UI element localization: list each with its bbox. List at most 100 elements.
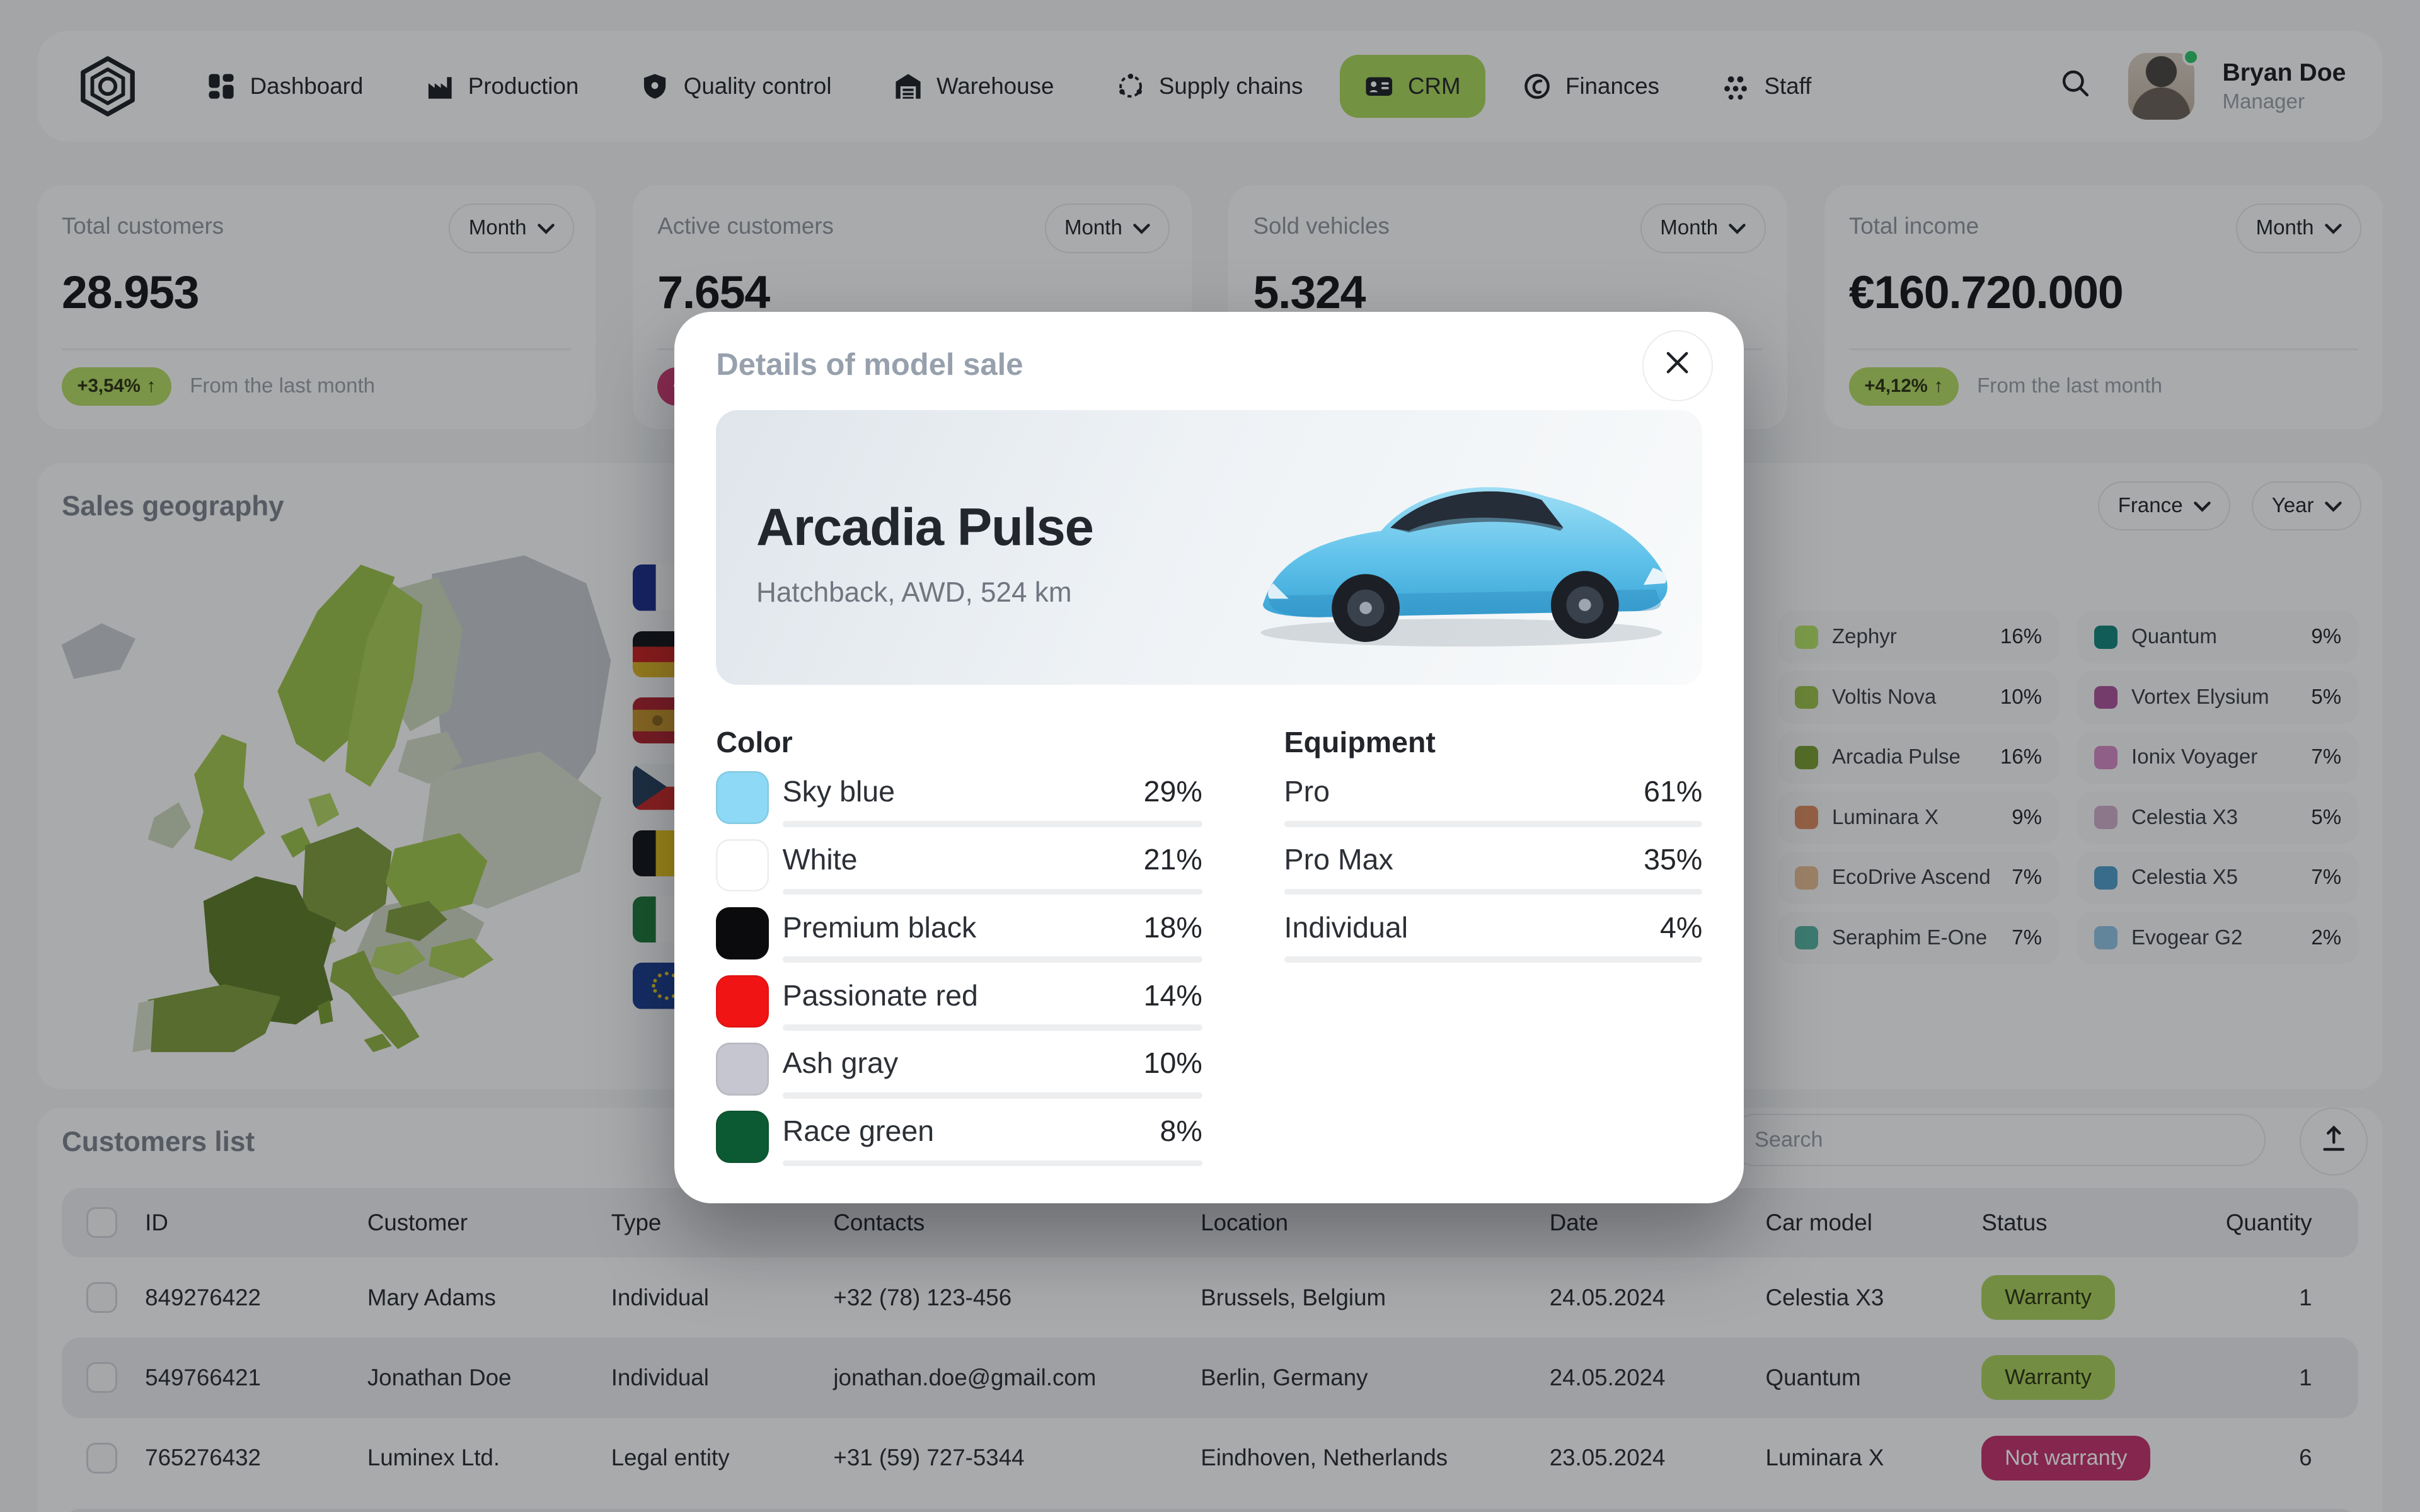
nav-item-warehouse[interactable]: Warehouse xyxy=(868,55,1078,118)
col-header-quantity[interactable]: Quantity xyxy=(2225,1209,2312,1235)
color-distribution-list: Sky blue 29% White 21% Premium black 18%… xyxy=(716,769,1202,1176)
color-swatch xyxy=(716,839,769,892)
nav-item-supply-chains[interactable]: Supply chains xyxy=(1091,55,1328,118)
stat-note: From the last month xyxy=(190,374,376,398)
legend-swatch xyxy=(1795,806,1818,830)
legend-item[interactable]: Quantum 9% xyxy=(2077,610,2359,664)
color-row: Premium black 18% xyxy=(716,904,1202,972)
nav-item-quality-control[interactable]: Quality control xyxy=(616,55,856,118)
model-share-legend: Zephyr 16% Quantum 9% Voltis Nova 10% Vorte… xyxy=(1778,610,2359,965)
color-swatch xyxy=(716,907,769,960)
nav-label: Finances xyxy=(1565,73,1660,100)
col-header-customer[interactable]: Customer xyxy=(367,1209,468,1235)
status-badge: Not warranty xyxy=(1981,1435,2151,1480)
nav-label: Dashboard xyxy=(250,73,364,100)
legend-swatch xyxy=(2094,685,2118,709)
status-badge: Warranty xyxy=(1981,1275,2115,1320)
period-dropdown[interactable]: Month xyxy=(1044,203,1170,253)
chevron-down-icon xyxy=(537,216,555,240)
supply-chain-icon xyxy=(1115,72,1145,101)
warehouse-icon xyxy=(893,72,923,101)
period-dropdown[interactable]: Month xyxy=(449,203,574,253)
row-checkbox[interactable] xyxy=(86,1282,118,1314)
nav-item-dashboard[interactable]: Dashboard xyxy=(182,55,388,118)
table-row[interactable]: 765276432 Luminex Ltd. Legal entity +31 … xyxy=(62,1418,2358,1498)
stat-title: Sold vehicles xyxy=(1253,212,1390,239)
divider xyxy=(61,348,572,350)
legend-item[interactable]: Vortex Elysium 5% xyxy=(2077,671,2359,724)
stat-value: 7.654 xyxy=(657,266,770,319)
europe-sales-map[interactable] xyxy=(46,543,620,1065)
user-role: Manager xyxy=(2222,89,2305,113)
close-icon xyxy=(1665,350,1690,381)
table-row[interactable]: 549766421 Jonathan Doe Individual jonath… xyxy=(61,1337,2359,1418)
legend-item[interactable]: Ionix Voyager 7% xyxy=(2077,731,2359,784)
user-avatar[interactable] xyxy=(2128,49,2199,120)
legend-item[interactable]: Celestia X5 7% xyxy=(2077,851,2359,904)
modal-close-button[interactable] xyxy=(1642,330,1714,401)
flag-spain[interactable] xyxy=(633,697,701,744)
chevron-down-icon xyxy=(1729,216,1746,240)
shield-icon xyxy=(640,72,670,101)
crm-card-icon xyxy=(1364,72,1394,101)
legend-item[interactable]: Seraphim E-One 7% xyxy=(1778,912,2059,965)
col-header-location[interactable]: Location xyxy=(1201,1209,1289,1235)
customers-table: ID Customer Type Contacts Location Date … xyxy=(61,1188,2359,1498)
nav-item-staff[interactable]: Staff xyxy=(1697,55,1836,118)
export-icon xyxy=(2319,1124,2349,1160)
export-button[interactable] xyxy=(2299,1108,2368,1176)
stat-title: Active customers xyxy=(657,212,834,239)
customers-list-card: Customers list ID Customer Type Contacts… xyxy=(37,1108,2383,1512)
color-row: Ash gray 10% xyxy=(716,1040,1202,1108)
legend-item[interactable]: Celestia X3 5% xyxy=(2077,791,2359,844)
nav-item-production[interactable]: Production xyxy=(400,55,603,118)
online-status-dot xyxy=(2182,49,2199,66)
stat-card-total-customers: Total customers Month 28.953 +3,54% ↑ Fro… xyxy=(37,185,596,429)
country-filter-dropdown[interactable]: France xyxy=(2098,481,2231,531)
legend-swatch xyxy=(2094,866,2118,890)
brand-logo-icon[interactable] xyxy=(74,52,142,120)
equipment-row: Individual 4% xyxy=(1284,904,1703,972)
progress-bar xyxy=(1284,956,1703,963)
legend-item[interactable]: Voltis Nova 10% xyxy=(1778,671,2059,724)
col-header-contacts[interactable]: Contacts xyxy=(833,1209,925,1235)
col-header-id[interactable]: ID xyxy=(145,1209,168,1235)
row-checkbox[interactable] xyxy=(86,1362,118,1394)
row-checkbox[interactable] xyxy=(86,1442,118,1474)
nav-item-finances[interactable]: Finances xyxy=(1497,55,1684,118)
period-filter-dropdown[interactable]: Year xyxy=(2252,481,2361,531)
progress-bar xyxy=(782,956,1202,963)
stat-title: Total customers xyxy=(61,212,224,239)
col-header-status[interactable]: Status xyxy=(1981,1209,2048,1235)
period-dropdown[interactable]: Month xyxy=(1640,203,1766,253)
status-badge: Warranty xyxy=(1981,1355,2115,1400)
col-header-date[interactable]: Date xyxy=(1549,1209,1599,1235)
color-swatch xyxy=(716,771,769,824)
legend-item[interactable]: Zephyr 16% xyxy=(1778,610,2059,664)
legend-swatch xyxy=(1795,626,1818,649)
color-row: Race green 8% xyxy=(716,1108,1202,1176)
legend-item[interactable]: Arcadia Pulse 16% xyxy=(1778,731,2059,784)
select-all-checkbox[interactable] xyxy=(86,1207,118,1239)
user-meta[interactable]: Bryan Doe Manager xyxy=(2223,58,2346,115)
legend-item[interactable]: EcoDrive Ascend 7% xyxy=(1778,851,2059,904)
color-swatch xyxy=(716,1111,769,1164)
chevron-down-icon xyxy=(2324,216,2342,240)
legend-swatch xyxy=(2094,746,2118,769)
legend-swatch xyxy=(2094,806,2118,830)
col-header-type[interactable]: Type xyxy=(611,1209,662,1235)
period-dropdown[interactable]: Month xyxy=(2236,203,2361,253)
nav-label: Staff xyxy=(1764,73,1812,100)
search-button[interactable] xyxy=(2045,55,2107,117)
table-row[interactable]: 849276422 Mary Adams Individual +32 (78)… xyxy=(62,1257,2358,1337)
legend-swatch xyxy=(1795,685,1818,709)
modal-title: Details of model sale xyxy=(716,348,1023,382)
car-specs: Hatchback, AWD, 524 km xyxy=(756,576,1072,608)
col-header-car-model[interactable]: Car model xyxy=(1765,1209,1872,1235)
legend-item[interactable]: Luminara X 9% xyxy=(1778,791,2059,844)
stat-value: 5.324 xyxy=(1253,266,1366,319)
search-input[interactable] xyxy=(1728,1114,2266,1167)
nav-item-crm[interactable]: CRM xyxy=(1340,54,1485,118)
legend-item[interactable]: Evogear G2 2% xyxy=(2077,912,2359,965)
